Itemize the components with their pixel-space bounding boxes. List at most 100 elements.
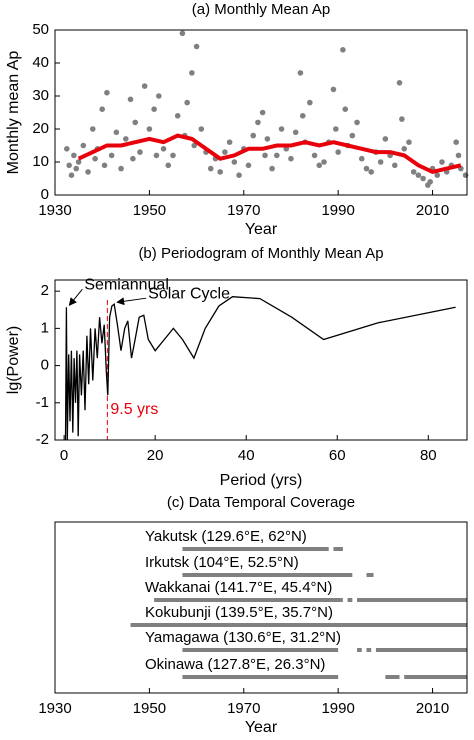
data-point: [262, 152, 268, 159]
data-point: [80, 142, 87, 149]
x-tick-label: 2010: [416, 202, 449, 219]
axes-frame: [54, 521, 468, 694]
data-point: [399, 116, 405, 122]
station-label: Yamagawa (130.6°E, 31.2°N): [145, 629, 341, 646]
x-tick-label: 1930: [38, 202, 71, 219]
data-point: [406, 139, 412, 145]
data-point: [358, 155, 365, 162]
data-point: [151, 106, 157, 112]
data-point: [132, 119, 139, 126]
data-point: [415, 172, 422, 178]
data-line: [64, 296, 456, 441]
x-tick-label: 80: [420, 447, 437, 464]
data-point: [427, 179, 433, 185]
y-tick-label: 2: [41, 282, 49, 299]
data-point: [222, 149, 228, 155]
station-label: Wakkanai (141.7°E, 45.4°N): [145, 579, 332, 596]
data-point: [255, 119, 261, 126]
x-tick-label: 1970: [227, 700, 260, 717]
data-point: [292, 129, 299, 136]
y-tick-label: 40: [32, 54, 49, 71]
x-tick-label: 1950: [133, 700, 166, 717]
data-point: [259, 109, 266, 116]
data-point: [71, 152, 77, 159]
data-point: [63, 146, 70, 152]
data-point: [146, 126, 153, 132]
data-point: [354, 119, 360, 126]
data-point: [85, 169, 91, 175]
data-point: [207, 165, 214, 172]
station-label: Kokubunji (139.5°E, 35.7°N): [145, 604, 333, 621]
y-tick-label: 0: [41, 186, 49, 203]
x-axis-label: Year: [245, 221, 278, 238]
axes-frame: [54, 279, 468, 441]
data-point: [165, 162, 172, 169]
axes-frame: [54, 29, 468, 196]
data-point: [462, 172, 469, 178]
data-point: [274, 152, 280, 159]
data-point: [377, 159, 384, 165]
data-point: [368, 169, 374, 175]
y-tick-label: 10: [32, 153, 49, 170]
data-point: [363, 165, 370, 172]
data-point: [160, 146, 167, 152]
x-tick-label: 1950: [133, 202, 166, 219]
data-point: [68, 172, 75, 178]
y-tick-label: -1: [36, 394, 49, 411]
panel-title: (a) Monthly Mean Ap: [192, 1, 330, 18]
x-axis-label: Period (yrs): [220, 472, 303, 489]
data-point: [342, 106, 349, 112]
data-point: [108, 152, 115, 159]
data-point: [170, 152, 176, 159]
y-tick-label: 50: [32, 21, 49, 38]
data-point: [349, 132, 356, 139]
data-point: [297, 70, 304, 76]
annotation: Solar Cycle: [148, 285, 230, 302]
data-point: [226, 139, 233, 145]
data-point: [288, 155, 294, 162]
y-tick-label: 1: [41, 319, 49, 336]
data-point: [193, 43, 200, 50]
annotation-arrow: [68, 288, 83, 306]
data-point: [184, 99, 190, 106]
x-tick-label: 2010: [416, 700, 449, 717]
data-point: [250, 132, 257, 139]
data-point: [321, 159, 327, 165]
data-point: [410, 169, 417, 175]
y-tick-label: 0: [41, 357, 49, 374]
x-axis-label: Year: [245, 719, 278, 735]
panel-title: (b) Periodogram of Monthly Mean Ap: [138, 245, 383, 262]
data-point: [311, 152, 318, 159]
data-point: [420, 175, 426, 182]
data-point: [382, 136, 389, 142]
data-point: [141, 83, 148, 89]
x-tick-label: 1970: [227, 202, 260, 219]
data-point: [316, 162, 323, 169]
data-line: [77, 133, 462, 175]
data-point: [453, 139, 459, 145]
data-point: [73, 165, 80, 172]
data-point: [330, 86, 337, 93]
data-point: [396, 80, 403, 86]
data-point: [217, 169, 223, 175]
data-point: [113, 129, 120, 136]
x-tick-label: 60: [329, 447, 346, 464]
data-point: [92, 155, 98, 162]
data-point: [455, 152, 462, 159]
data-point: [99, 106, 105, 112]
station-label: Irkutsk (104°E, 52.5°N): [145, 554, 299, 571]
y-tick-label: 30: [32, 87, 49, 104]
x-tick-label: 1990: [321, 700, 354, 717]
x-tick-label: 0: [60, 447, 68, 464]
data-point: [127, 96, 134, 103]
data-point: [333, 126, 339, 132]
data-point: [174, 113, 181, 119]
x-tick-label: 20: [147, 447, 164, 464]
data-point: [179, 30, 186, 37]
data-point: [189, 70, 195, 76]
data-point: [66, 162, 72, 169]
data-point: [89, 126, 96, 132]
y-tick-label: 20: [32, 120, 49, 137]
data-point: [434, 172, 441, 178]
data-point: [191, 142, 198, 149]
